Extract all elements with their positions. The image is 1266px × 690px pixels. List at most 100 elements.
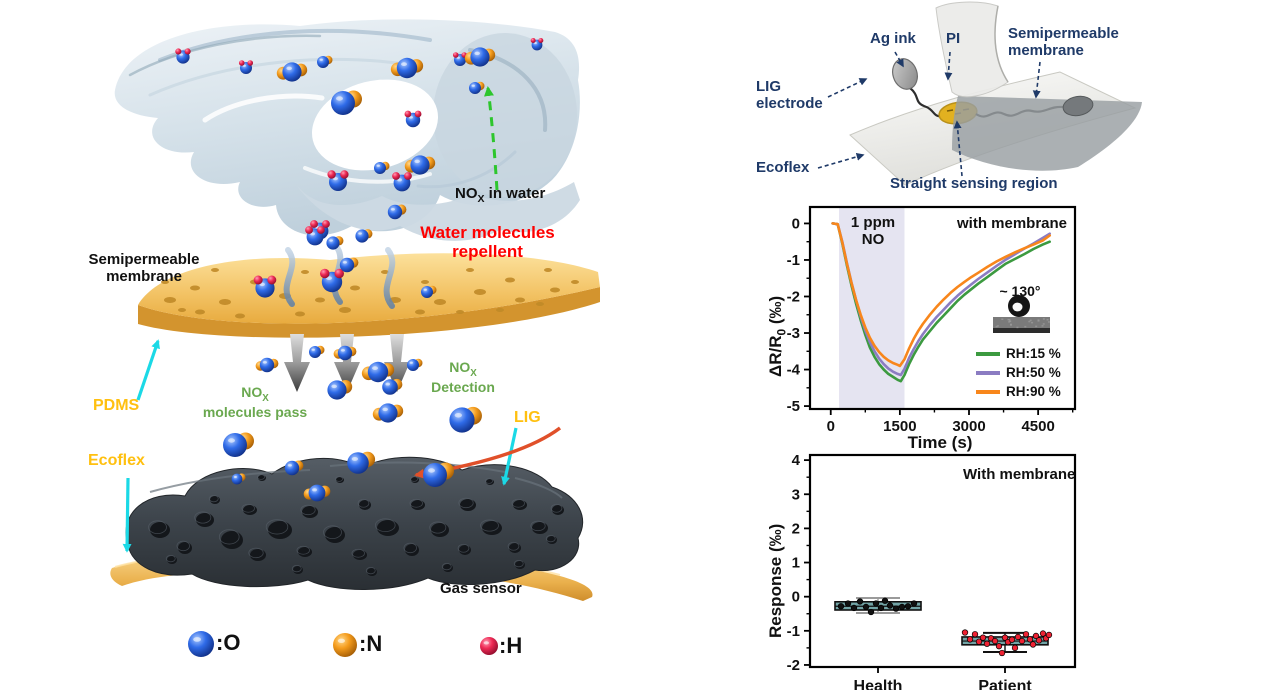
- cyan-arrow-pdms-icon: [138, 341, 158, 400]
- scatter-point-patient: [996, 643, 1002, 649]
- x-tick-label: 0: [827, 418, 835, 435]
- scatter-point-patient: [1027, 637, 1033, 643]
- y-tick-label: -5: [787, 398, 800, 415]
- oxygen-sphere-icon: [188, 631, 214, 657]
- scatter-point-health: [882, 598, 888, 604]
- down-arrow-icon: [284, 334, 310, 392]
- NO-molecule-icon: [309, 346, 325, 358]
- scatter-point-health: [905, 603, 911, 609]
- water-repellent-label: Water molecules repellent: [405, 223, 570, 261]
- y-tick-label: 0: [792, 589, 800, 606]
- scatter-point-patient: [999, 650, 1005, 656]
- nox-detection-label: NOX Detection: [413, 360, 513, 395]
- H2O-molecule-icon: [305, 226, 325, 245]
- NO2-molecule-icon: [373, 403, 403, 422]
- NO-molecule-icon: [355, 229, 372, 242]
- legend-swatch-rh90: [976, 390, 1000, 394]
- legend-entry-rh90: RH:90 %: [976, 384, 1061, 399]
- y-tick-label: 3: [792, 486, 800, 503]
- scatter-point-health: [893, 606, 899, 612]
- y-tick-label: -2: [787, 657, 800, 674]
- pi-film: [936, 2, 1008, 97]
- y-tick-label: -4: [787, 362, 801, 379]
- scatter-point-health: [868, 609, 874, 615]
- schematic-ecoflex-label: Ecoflex: [756, 160, 809, 177]
- ag-ink-label: Ag ink: [870, 31, 916, 48]
- pi-label: PI: [946, 31, 960, 48]
- callout-arrow-icon: [828, 79, 866, 97]
- lig-label: LIG: [514, 409, 541, 427]
- NO-molecule-icon: [223, 433, 254, 458]
- scatter-point-health: [838, 603, 844, 609]
- membrane-label: Semipermeable membrane: [84, 252, 204, 286]
- pdms-label: PDMS: [93, 397, 139, 415]
- legend-swatch-rh15: [976, 352, 1000, 356]
- nox-molecules-pass-label: NOX molecules pass: [200, 385, 310, 420]
- atom-legend-O: :O: [216, 630, 240, 656]
- y-tick-label: 2: [792, 520, 800, 537]
- NO2-molecule-icon: [362, 362, 394, 382]
- NO-molecule-icon: [326, 236, 343, 249]
- scatter-point-patient: [1046, 632, 1052, 638]
- scatter-point-patient: [1023, 631, 1029, 637]
- scatter-point-patient: [1036, 638, 1042, 644]
- scatter-point-health: [899, 604, 905, 610]
- y-tick-label: 1: [792, 555, 800, 572]
- schematic-membrane-label: Semipermeable membrane: [1008, 26, 1119, 60]
- scatter-point-health: [857, 599, 863, 605]
- scatter-point-patient: [1030, 642, 1036, 648]
- legend-entry-rh15: RH:15 %: [976, 346, 1061, 361]
- contact-angle-label: ~ 130°: [990, 284, 1050, 300]
- gas-sensor-label: Gas sensor: [440, 581, 522, 598]
- y-tick-label: 4: [792, 452, 801, 469]
- legend-entry-rh50: RH:50 %: [976, 365, 1061, 380]
- cyan-arrow-ecoflex-icon: [127, 478, 128, 551]
- chart1-y-axis-label: ΔR/R0 (‰): [766, 296, 788, 377]
- NO2-molecule-icon: [256, 358, 279, 372]
- response-time-chart: 0 1500 3000 4500 0 -1 -2 -3 -4 -5 1 ppm NO with m…: [760, 200, 1266, 455]
- callout-arrow-icon: [818, 155, 863, 168]
- contact-angle-inset: [993, 295, 1050, 333]
- scatter-point-patient: [972, 631, 978, 637]
- scatter-point-patient: [962, 630, 968, 636]
- scatter-point-health: [887, 603, 893, 609]
- chart2-y-axis-label: Response (‰): [766, 524, 786, 638]
- legend-swatch-rh50: [976, 371, 1000, 375]
- NO-molecule-icon: [382, 379, 402, 395]
- membrane-sheet: [952, 96, 1142, 171]
- category-label-health: Health: [854, 678, 903, 690]
- with-membrane-annotation: with membrane: [957, 216, 1067, 233]
- lig-electrode-label: LIG electrode: [756, 79, 823, 113]
- ag-ink-disc: [889, 56, 921, 93]
- nox-in-water-label: NOX in water: [455, 186, 545, 206]
- category-label-patient: Patient: [978, 678, 1032, 690]
- y-tick-label: -3: [787, 325, 800, 342]
- scatter-point-patient: [1012, 645, 1018, 651]
- scatter-point-patient: [992, 638, 998, 644]
- scatter-point-health: [845, 601, 851, 607]
- scatter-point-patient: [1009, 637, 1015, 643]
- scatter-point-patient: [984, 641, 990, 647]
- chart2-with-membrane-annotation: With membrane: [963, 467, 1075, 484]
- scatter-point-patient: [967, 637, 973, 643]
- NO-molecule-icon: [327, 380, 352, 400]
- nitrogen-sphere-icon: [333, 633, 357, 657]
- scatter-point-health: [873, 601, 879, 607]
- atom-legend-H: :H: [499, 633, 522, 659]
- health-patient-chart: 4 3 2 1 0 -1 -2 Health Patient With membrane Res…: [760, 440, 1266, 690]
- scatter-point-health: [863, 604, 869, 610]
- scatter-point-health: [878, 605, 884, 611]
- hydrogen-sphere-icon: [480, 637, 498, 655]
- figure-canvas: NOX in water Water molecules repellent S…: [0, 0, 1266, 690]
- atom-legend-N: :N: [359, 631, 382, 657]
- exposure-annotation: 1 ppm NO: [833, 215, 913, 249]
- device-concept-illustration: [0, 0, 740, 690]
- y-tick-label: -1: [787, 252, 800, 269]
- scatter-point-patient: [980, 635, 986, 641]
- scatter-point-health: [911, 601, 917, 607]
- ecoflex-label: Ecoflex: [88, 452, 145, 470]
- sensing-region-label: Straight sensing region: [890, 176, 1058, 193]
- scatter-point-health: [851, 605, 857, 611]
- NO2-molecule-icon: [334, 346, 357, 360]
- y-tick-label: 0: [792, 215, 800, 232]
